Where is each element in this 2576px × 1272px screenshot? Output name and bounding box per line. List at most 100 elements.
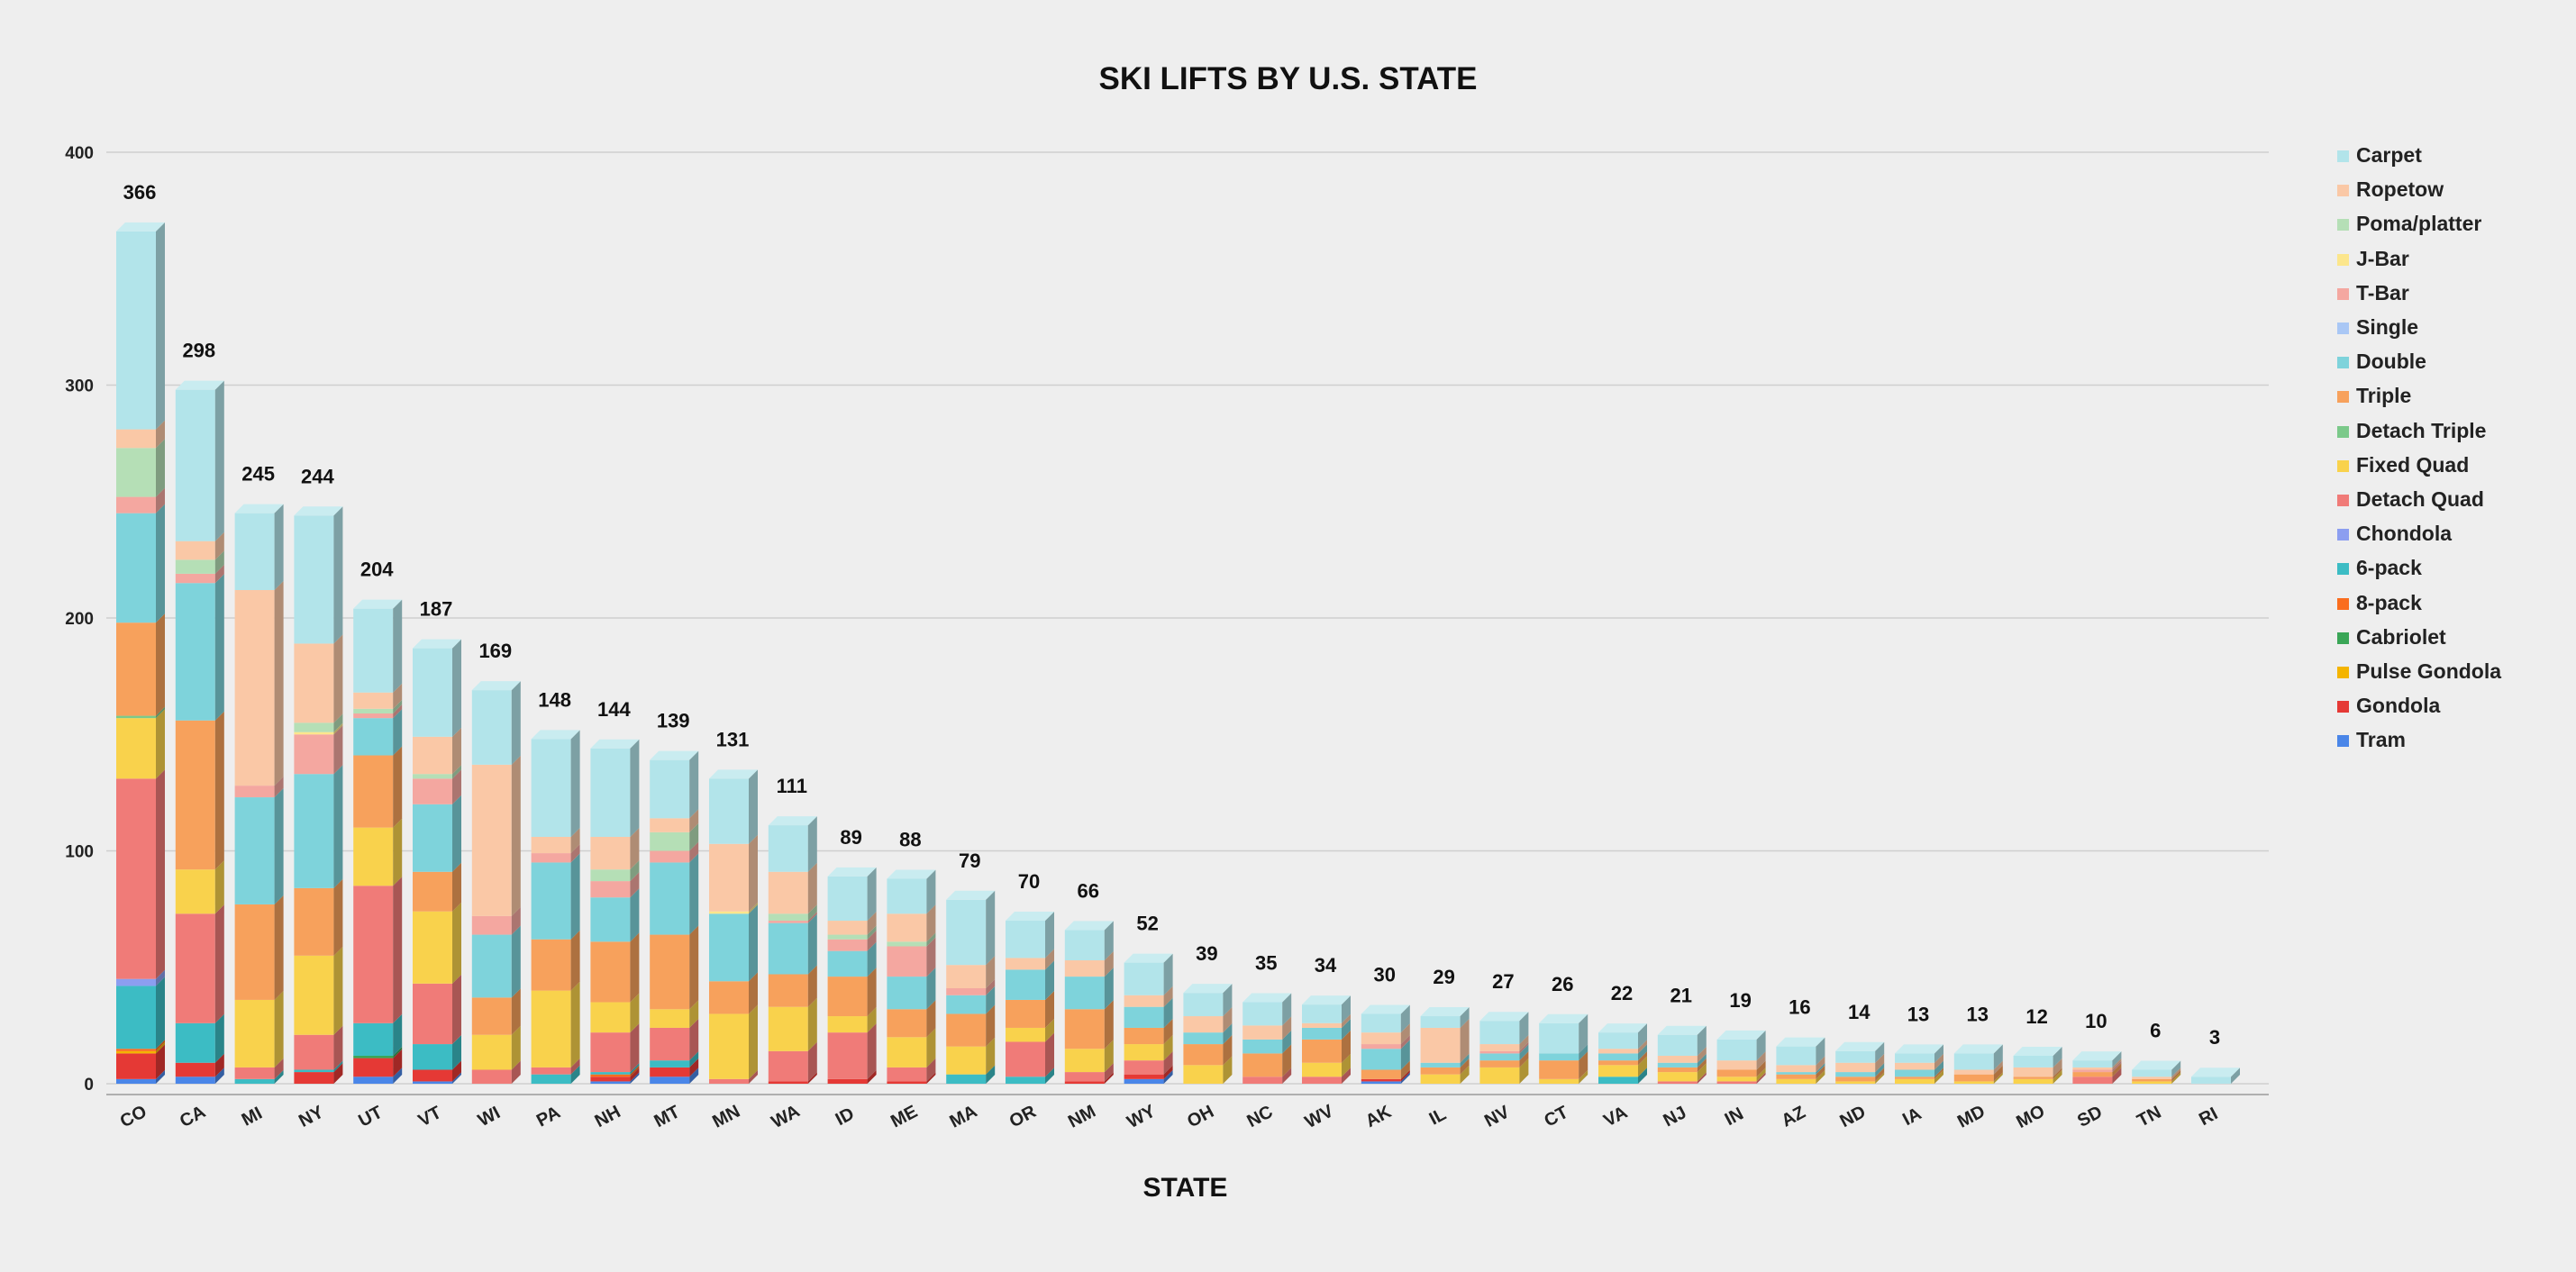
bar-top (887, 869, 936, 879)
bar-segment (1598, 1044, 1647, 1061)
bar-top (2013, 1046, 2062, 1056)
bar-segment (531, 981, 580, 1068)
bar-segment (827, 1069, 877, 1084)
y-tick-label: 0 (84, 1076, 94, 1095)
bar-segment (827, 1007, 877, 1033)
legend-swatch (2337, 357, 2349, 369)
bar-segment (827, 941, 877, 977)
bar-segment (1716, 1060, 1766, 1077)
bar-segment (471, 1060, 521, 1084)
bar-segment (768, 997, 817, 1051)
bar-segment (1361, 1035, 1410, 1049)
total-label: 10 (2085, 1010, 2107, 1032)
bar-segment (413, 974, 461, 1045)
bar-segment (1716, 1030, 1766, 1061)
bar-segment (175, 904, 224, 1023)
bar-segment (768, 1072, 817, 1084)
bar-segment (1302, 995, 1351, 1023)
bar-top (175, 380, 224, 390)
bar-segment (1835, 1053, 1885, 1073)
total-label: 27 (1492, 970, 1514, 993)
bar-segment (946, 956, 996, 989)
bars (116, 222, 2240, 1084)
total-label: 169 (478, 640, 512, 662)
bar-top (1006, 912, 1054, 922)
legend-swatch (2337, 701, 2349, 713)
bar-segment (590, 1023, 640, 1073)
x-tick-label: NH (592, 1102, 624, 1131)
bar-segment (1064, 1063, 1114, 1082)
legend-swatch (2337, 219, 2349, 232)
bar-segment (590, 827, 640, 870)
total-label: 14 (1848, 1001, 1871, 1023)
x-tick-label: PA (533, 1103, 564, 1131)
bar-segment (1302, 1013, 1351, 1028)
bar-segment (1302, 1053, 1351, 1077)
bar-segment (827, 925, 877, 940)
total-label: 298 (182, 340, 215, 362)
legend-label: T-Bar (2356, 280, 2409, 304)
bar-segment (590, 1072, 640, 1084)
x-tick-label: AZ (1779, 1103, 1809, 1131)
bar-segment (294, 765, 343, 888)
bar-segment (650, 809, 699, 832)
bar-segment (1598, 1056, 1647, 1077)
x-tick-label: OR (1006, 1102, 1040, 1132)
bar-segment (1361, 1004, 1410, 1033)
bar-segment (175, 860, 224, 914)
bar-top (1657, 1025, 1707, 1035)
bar-segment (1657, 1063, 1707, 1082)
bar-segment (234, 1069, 284, 1084)
legend-swatch (2337, 631, 2349, 644)
legend-swatch (2337, 735, 2349, 748)
x-tick-label: AK (1362, 1102, 1395, 1131)
legend-swatch (2337, 185, 2349, 197)
bar-segment (1420, 1065, 1470, 1084)
bar-segment (353, 704, 403, 719)
x-tick-label: MT (651, 1102, 683, 1131)
legend-label: Fixed Quad (2356, 452, 2470, 477)
bar-segment (709, 769, 758, 844)
x-tick-label: CT (1541, 1103, 1571, 1131)
bar-segment (1420, 1007, 1470, 1028)
legend-swatch (2337, 563, 2349, 576)
bar-segment (827, 867, 877, 922)
x-tick-label: OH (1184, 1102, 1217, 1132)
bar-segment (353, 683, 403, 709)
bar-segment (2132, 1068, 2181, 1079)
bar-segment (827, 1023, 877, 1079)
x-tick-label: CA (177, 1102, 209, 1131)
x-tick-label: TN (2134, 1103, 2164, 1131)
bar-segment (294, 725, 343, 775)
legend-label: Pulse Gondola (2356, 659, 2502, 683)
bar-segment (827, 930, 877, 951)
bar-top (1776, 1037, 1825, 1047)
x-tick-label: WA (769, 1101, 804, 1132)
bar-segment (1835, 1063, 1885, 1077)
bar-top (1716, 1030, 1766, 1040)
legend-swatch (2337, 253, 2349, 266)
bar-segment (1776, 1069, 1825, 1084)
bar-segment (590, 1068, 640, 1082)
bar-top (294, 506, 343, 516)
bar-segment (1064, 1040, 1114, 1073)
bar-segment (1895, 1069, 1943, 1084)
bar-segment (1361, 1069, 1410, 1082)
bar-segment (590, 932, 640, 1003)
bar-segment (887, 932, 936, 947)
legend-swatch (2337, 425, 2349, 438)
bar-segment (887, 904, 936, 942)
legend-label: Detach Quad (2356, 487, 2484, 511)
bar-segment (887, 1028, 936, 1068)
bar-segment (1420, 1053, 1470, 1068)
x-tick-label: ME (887, 1102, 921, 1132)
bar-segment (1124, 1069, 1173, 1084)
bar-top (2132, 1060, 2181, 1070)
bar-segment (887, 1058, 936, 1082)
bar-segment (1420, 1058, 1470, 1075)
x-tick-label: MI (239, 1104, 266, 1131)
y-tick-label: 200 (65, 610, 94, 629)
bar-segment (2072, 1063, 2122, 1077)
legend-swatch (2337, 150, 2349, 162)
bar-segment (175, 711, 224, 870)
